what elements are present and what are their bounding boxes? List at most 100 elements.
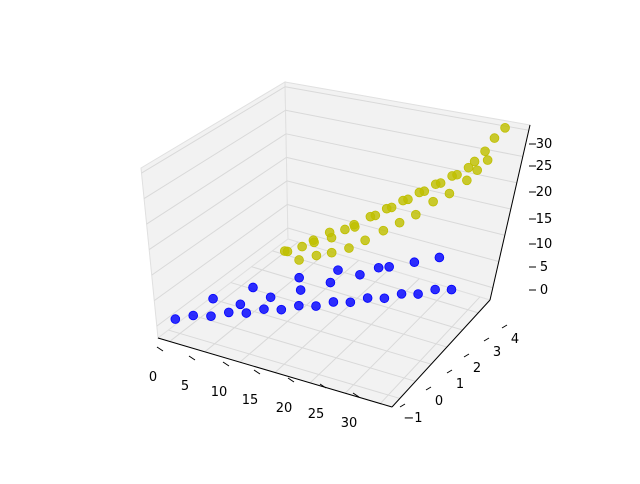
y-tick-mark-5	[501, 324, 508, 329]
y-tick-label-2: 1	[456, 377, 464, 392]
yellow-point-8	[447, 171, 457, 181]
x-grid-line-2	[239, 259, 360, 363]
yellow-point-32	[309, 237, 319, 248]
x-grid-line-3	[274, 269, 390, 373]
blue-point-2	[384, 262, 394, 272]
y-tick-label-3: 2	[473, 361, 481, 376]
x-grid-line-6	[379, 296, 481, 404]
blue-point-18	[328, 297, 339, 307]
z-grid-right-line-3	[286, 156, 511, 210]
x-tick-mark-2	[222, 361, 230, 367]
axis-lines	[157, 124, 531, 408]
blue-point-22	[311, 301, 321, 311]
blue-point-23	[259, 304, 269, 314]
blue-point-13	[413, 289, 423, 299]
blue-point-20	[235, 299, 246, 310]
blue-point-9	[430, 284, 440, 295]
blue-point-0	[434, 252, 445, 263]
z-axis-line	[489, 124, 531, 301]
y-tick-mark-0	[399, 403, 406, 408]
x-tick-label-2: 10	[211, 385, 228, 400]
yellow-point-20	[411, 209, 421, 220]
yellow-point-29	[326, 232, 337, 243]
yellow-point-3	[482, 155, 493, 165]
x-tick-label-6: 30	[341, 416, 358, 431]
z-grid-left-line-4	[146, 133, 287, 225]
blue-point-19	[345, 297, 356, 308]
yellow-point-13	[414, 187, 425, 198]
yellow-point-9	[462, 175, 472, 186]
x-tick-mark-5	[319, 383, 327, 389]
blue-point-4	[333, 265, 343, 275]
z-grid-right-line-1	[287, 203, 499, 262]
x-grid-line-5	[344, 287, 450, 394]
z-grid-left-line-3	[148, 156, 287, 251]
blue-point-25	[223, 307, 234, 318]
z-tick-label-3: 15	[536, 212, 553, 227]
yellow-point-22	[365, 211, 376, 222]
z-grid-left-line-1	[153, 204, 288, 302]
blue-point-12	[396, 289, 407, 299]
x-grid-line-0	[169, 241, 299, 342]
yellow-point-16	[398, 195, 408, 206]
x-tick-label-5: 25	[308, 407, 325, 422]
y-tick-mark-1	[425, 386, 432, 391]
y-grid-line-0	[168, 329, 400, 399]
x-tick-label-4: 20	[276, 401, 293, 416]
blue-point-29	[170, 314, 181, 324]
yellow-point-38	[311, 250, 322, 261]
blue-point-16	[379, 293, 390, 304]
yellow-point-6	[472, 165, 483, 176]
blue-point-17	[208, 293, 218, 304]
y-tick-label-1: 0	[435, 394, 443, 409]
y-tick-mark-3	[463, 353, 470, 358]
yellow-point-25	[350, 222, 360, 232]
x-grid-line-1	[204, 250, 329, 353]
blue-point-26	[241, 308, 252, 318]
yellow-point-27	[378, 225, 389, 236]
yellow-point-23	[394, 217, 405, 228]
blue-point-1	[409, 257, 420, 268]
series-blue-points	[170, 252, 457, 324]
x-tick-mark-4	[287, 377, 295, 383]
blue-point-3	[373, 262, 384, 273]
yellow-point-31	[360, 235, 370, 246]
yellow-point-14	[444, 188, 455, 199]
yellow-point-26	[340, 224, 350, 235]
z-grid-right-line-6	[285, 86, 529, 131]
z-tick-label-5: 25	[536, 159, 553, 174]
z-tick-label-2: 10	[536, 237, 553, 252]
x-tick-label-1: 5	[181, 379, 189, 394]
x-tick-label-0: 0	[149, 370, 157, 385]
z-grid-left-line-5	[143, 109, 286, 200]
z-tick-label-1: 5	[540, 260, 548, 275]
x-tick-mark-1	[188, 355, 196, 361]
z-tick-label-4: 20	[536, 185, 553, 200]
z-grid-left-line-2	[151, 180, 288, 276]
x-tick-label-3: 15	[242, 393, 259, 408]
yellow-point-36	[282, 246, 293, 257]
series-yellow-points	[279, 123, 510, 265]
blue-point-14	[265, 292, 276, 303]
yellow-point-1	[489, 133, 500, 143]
y-tick-mark-2	[446, 369, 453, 374]
blue-point-24	[276, 304, 287, 315]
yellow-point-19	[381, 203, 392, 214]
yellow-point-39	[294, 255, 304, 265]
x-axis-line	[157, 337, 393, 408]
blue-point-15	[362, 293, 373, 303]
z-tick-label-6: 30	[536, 137, 553, 152]
grid-lines	[141, 86, 529, 404]
y-tick-label-5: 4	[511, 332, 519, 347]
blue-point-27	[188, 310, 199, 321]
yellow-point-17	[428, 196, 438, 207]
yellow-point-4	[469, 156, 480, 167]
yellow-point-37	[326, 247, 337, 258]
blue-point-5	[355, 269, 365, 280]
y-tick-label-0: −1	[403, 411, 422, 426]
x-tick-mark-0	[156, 346, 164, 352]
yellow-point-2	[480, 146, 490, 157]
